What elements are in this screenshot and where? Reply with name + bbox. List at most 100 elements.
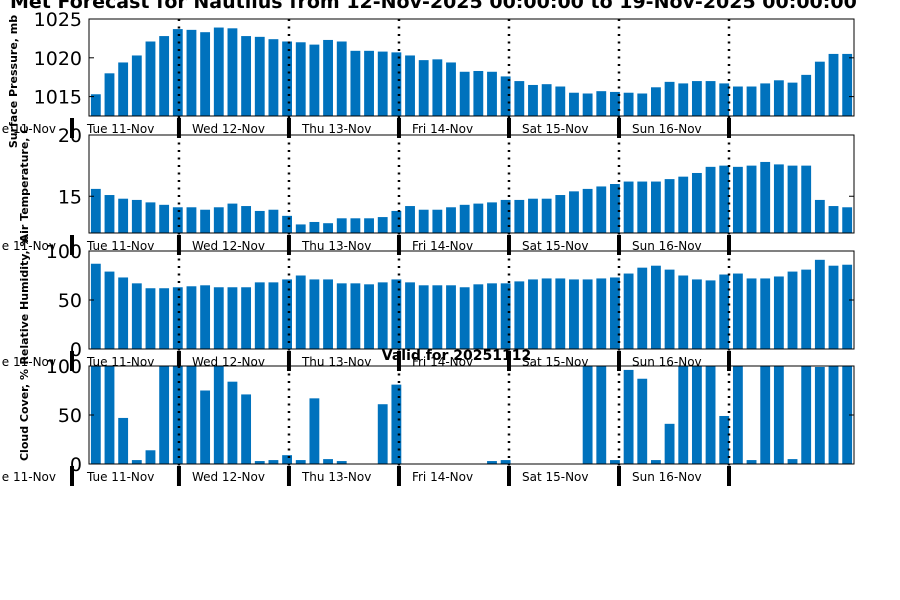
bar (473, 284, 484, 349)
bar (364, 284, 374, 349)
bar (432, 209, 443, 233)
x-tick-label: Sun 16-Nov (632, 470, 702, 484)
bar (623, 92, 634, 116)
bar (746, 86, 757, 116)
bar (323, 459, 333, 464)
bar (719, 165, 730, 234)
bar (377, 404, 388, 464)
bar (760, 366, 771, 464)
x-tick-label: Thu 13-Nov (301, 355, 371, 369)
bar (705, 280, 716, 349)
y-tick-label: 100 (46, 241, 82, 263)
bar (678, 83, 689, 116)
bar (118, 62, 129, 116)
bar (814, 61, 825, 116)
bar (487, 71, 497, 116)
bar (377, 51, 388, 117)
bar (131, 55, 142, 116)
bar (254, 36, 265, 116)
bar (241, 287, 252, 349)
bar (828, 53, 839, 116)
bar (596, 366, 607, 464)
bar (773, 80, 784, 116)
bar (323, 223, 333, 233)
bar (760, 278, 771, 349)
bar (842, 53, 853, 116)
bar (596, 278, 607, 349)
bar (90, 263, 101, 349)
bar (637, 378, 648, 464)
bar (691, 81, 702, 116)
bar (705, 166, 716, 233)
y-tick-label: 15 (58, 186, 82, 208)
bar (487, 461, 497, 464)
bar (651, 87, 661, 116)
bar (555, 195, 566, 233)
bar (651, 460, 661, 464)
bar (637, 181, 648, 233)
y-axis-label: Air Temperature, C (18, 126, 31, 243)
x-tick-label: Wed 12-Nov (192, 470, 265, 484)
bar (104, 366, 115, 464)
bar (473, 70, 484, 116)
bar (459, 204, 470, 233)
bar (773, 164, 784, 233)
bar (131, 460, 142, 464)
bar (364, 50, 374, 116)
bar (582, 93, 593, 116)
bar (760, 161, 771, 233)
bar (487, 283, 497, 349)
bar (350, 218, 361, 233)
bar (254, 461, 265, 464)
bar (90, 188, 101, 233)
bar (664, 269, 675, 349)
bar (377, 282, 388, 349)
bar (336, 41, 347, 116)
bar (773, 276, 784, 349)
bar (200, 390, 211, 464)
bar (200, 32, 211, 116)
bar (145, 41, 156, 116)
x-tick-label: Sat 15-Nov (522, 239, 589, 253)
bar (705, 81, 716, 116)
x-tick-label: Fri 14-Nov (412, 122, 473, 136)
bar (651, 181, 661, 233)
bar (145, 202, 156, 234)
bar (131, 199, 142, 233)
bar (623, 181, 634, 233)
bar (801, 165, 812, 234)
bar (172, 366, 183, 464)
x-tick-label: Fri 14-Nov (412, 239, 473, 253)
bar (651, 265, 661, 349)
bar (118, 198, 129, 233)
bar (295, 224, 306, 233)
bar (323, 39, 333, 117)
bar (418, 209, 429, 233)
bar (569, 92, 579, 116)
bar (719, 83, 730, 116)
bar (842, 264, 853, 349)
bar (814, 199, 825, 233)
bar (446, 285, 456, 349)
bar (241, 36, 252, 116)
bar (364, 218, 374, 233)
bar (186, 366, 197, 464)
bar (610, 91, 620, 116)
bar (145, 450, 156, 464)
bar (664, 81, 675, 116)
bar (200, 209, 211, 233)
bar (610, 460, 620, 464)
bar (377, 217, 388, 233)
bar (391, 52, 402, 116)
x-tick-label: Thu 13-Nov (301, 239, 371, 253)
bar (473, 203, 484, 233)
bar (828, 206, 839, 233)
x-tick-label: Wed 12-Nov (192, 355, 265, 369)
bar (186, 286, 197, 349)
bar (200, 285, 211, 349)
bar (500, 283, 511, 349)
bar (514, 199, 525, 233)
y-tick-label: 1015 (34, 87, 82, 109)
bar (569, 279, 579, 349)
